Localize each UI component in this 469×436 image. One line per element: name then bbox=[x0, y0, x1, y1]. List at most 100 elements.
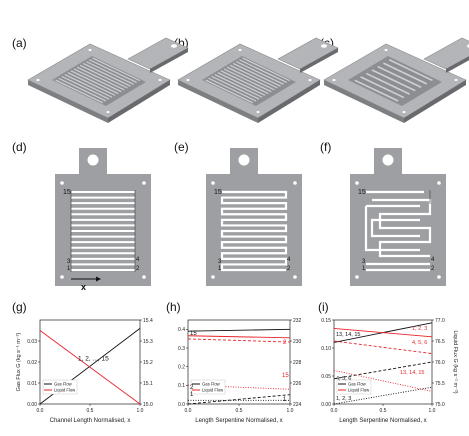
y-tick-label: 0.0 bbox=[178, 402, 185, 408]
isometric-plates bbox=[27, 37, 469, 123]
plate-channel bbox=[214, 73, 263, 98]
y-tick-label: 0.05 bbox=[321, 374, 331, 380]
label-right-upper: 4 bbox=[287, 257, 291, 263]
corner-hole bbox=[238, 49, 242, 51]
y-tick-label: 0.2 bbox=[178, 364, 185, 370]
plate-channel bbox=[217, 72, 266, 96]
liquid-series-line bbox=[333, 369, 433, 392]
corner-hole bbox=[355, 275, 359, 279]
chart-annotation: 15 bbox=[190, 331, 197, 337]
plate-channel bbox=[377, 65, 422, 88]
plate-channel bbox=[64, 73, 113, 98]
panel-label-f: (f) bbox=[320, 140, 332, 154]
legend-gas-label: Gas Flow bbox=[54, 382, 73, 387]
corner-hole bbox=[186, 79, 190, 81]
gas-series-line bbox=[187, 328, 291, 332]
y-tick-label: 0.03 bbox=[27, 339, 37, 345]
tab-hole bbox=[321, 44, 327, 48]
label-left-lower: 1 bbox=[362, 266, 366, 272]
label-top: 15 bbox=[63, 189, 71, 196]
label-left-upper: 3 bbox=[67, 259, 71, 265]
x-tick-label: 0.5 bbox=[380, 408, 387, 414]
y-tick-label: 0.00 bbox=[321, 402, 331, 408]
liquid-series-line bbox=[333, 327, 433, 338]
panel-label-g: (g) bbox=[12, 300, 27, 314]
tab-hole bbox=[238, 154, 250, 166]
chart-annotation: 1 bbox=[190, 392, 194, 398]
corner-hole bbox=[158, 79, 162, 81]
x-axis-label: Channel Length Normalised, x bbox=[50, 418, 131, 424]
label-right-lower: 2 bbox=[136, 266, 140, 272]
plate-tab-side bbox=[446, 56, 469, 73]
corner-hole bbox=[142, 275, 146, 279]
x-axis-label: x bbox=[81, 282, 86, 292]
panel-label-i: (i) bbox=[318, 300, 329, 314]
plate-channel bbox=[73, 68, 122, 93]
label-left-lower: 1 bbox=[218, 266, 222, 272]
flat-plate-e: 15 31 4 2 bbox=[206, 148, 302, 286]
liquid-series-line bbox=[333, 340, 433, 355]
plate-channel bbox=[76, 66, 125, 91]
plate-channel bbox=[365, 72, 410, 95]
tab-hole bbox=[171, 44, 177, 48]
chart-annotation: 2 bbox=[283, 340, 287, 346]
flat-plate-d: x 15 31 4 2 bbox=[55, 148, 151, 292]
plate-channel bbox=[371, 69, 416, 92]
corner-hole bbox=[60, 275, 64, 279]
corner-hole bbox=[36, 79, 40, 81]
x-tick-label: 1.0 bbox=[287, 408, 294, 414]
plate-channel bbox=[232, 62, 281, 87]
plate-channel bbox=[70, 70, 119, 95]
corner-hole bbox=[437, 275, 441, 279]
plate-front-face bbox=[324, 80, 404, 123]
plate-channel bbox=[360, 76, 405, 99]
chart-annotation: 1, 2, 3 bbox=[412, 326, 427, 332]
label-left-upper: 3 bbox=[362, 259, 366, 265]
plate-tab-side bbox=[300, 48, 338, 73]
corner-hole bbox=[293, 181, 297, 185]
chart-annotation: 1 bbox=[283, 397, 287, 403]
x-axis-label: Length Serpentine Normalised, x bbox=[195, 418, 282, 424]
x-tick-label: 0.5 bbox=[87, 408, 94, 414]
chart-2: 0.0 0.5 1.0 0.00 0.05 0.10 0.15 75.0 75.5 76.0 76.… bbox=[321, 318, 458, 424]
chart-annotation: 1, 2, 3 bbox=[336, 396, 351, 402]
corner-hole bbox=[88, 49, 92, 51]
plate-channel bbox=[236, 61, 284, 85]
iso-plate-a bbox=[27, 37, 189, 123]
legend-liquid-label: Liquid Flow bbox=[348, 388, 370, 393]
chart-annotation: 4, 5, 6 bbox=[412, 340, 427, 346]
plate-channel bbox=[242, 57, 291, 82]
plate-channel bbox=[354, 79, 399, 102]
plate-front-face bbox=[178, 80, 258, 123]
corner-hole bbox=[211, 275, 215, 279]
plate-channel bbox=[383, 62, 428, 85]
chart-annotation: 13, 14, 15 bbox=[400, 370, 424, 376]
y2-tick-label: 15.3 bbox=[143, 339, 153, 345]
y2-tick-label: 228 bbox=[293, 360, 302, 366]
plate-channel bbox=[82, 62, 131, 87]
y2-tick-label: 15.1 bbox=[143, 381, 153, 387]
charts-row: 0.0 0.5 1.00.000.010.020.0315.015.115.215.… bbox=[16, 318, 458, 424]
x-tick-label: 0.0 bbox=[331, 408, 338, 414]
x-tick-label: 0.0 bbox=[37, 408, 44, 414]
corner-hole bbox=[308, 79, 312, 81]
gas-series-line bbox=[187, 394, 291, 405]
y2-tick-label: 75.0 bbox=[435, 402, 445, 408]
y2-tick-label: 224 bbox=[293, 402, 302, 408]
y2-tick-label: 15.0 bbox=[143, 402, 153, 408]
legend-gas-label: Gas Flow bbox=[348, 382, 367, 387]
plate-channel bbox=[229, 64, 278, 89]
y-tick-label: 0.10 bbox=[321, 346, 331, 352]
y2-tick-label: 77.0 bbox=[435, 318, 445, 324]
y-tick-label: 0.4 bbox=[178, 327, 185, 333]
x-axis-label: Length Serpentine Normalised, x bbox=[339, 418, 426, 424]
plate-channel bbox=[58, 77, 107, 102]
corner-hole bbox=[437, 181, 441, 185]
plate-front-face bbox=[28, 80, 108, 123]
y-tick-label: 0.02 bbox=[27, 360, 37, 366]
corner-hole bbox=[60, 181, 64, 185]
plate-tab-side bbox=[150, 48, 188, 73]
plate-channel bbox=[226, 66, 275, 91]
panel-label-d: (d) bbox=[12, 140, 27, 154]
liquid-series-line bbox=[39, 330, 141, 405]
